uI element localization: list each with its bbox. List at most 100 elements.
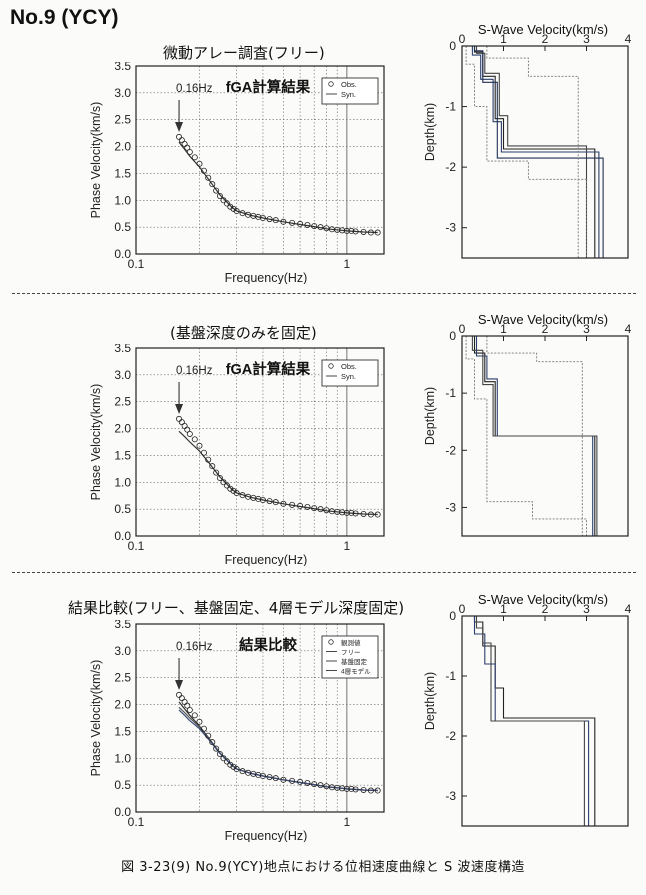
profile-line bbox=[471, 46, 600, 258]
velocity-profile-chart-2: S-Wave Velocity(km/s) 0 1 2 3 4 0 -1 -2 -3 Depth(k… bbox=[423, 312, 632, 537]
x-tick-label: 4 bbox=[625, 602, 632, 616]
data-point bbox=[216, 474, 223, 481]
x-tick-label: 1 bbox=[500, 322, 507, 336]
data-point bbox=[304, 779, 311, 786]
plot-frame bbox=[135, 65, 385, 255]
y-tick-label: 1.0 bbox=[114, 751, 131, 765]
panel-2-title: (基盤深度のみを固定) bbox=[170, 324, 317, 342]
data-point bbox=[220, 479, 227, 486]
data-point bbox=[343, 227, 350, 234]
data-point bbox=[374, 511, 381, 518]
y-tick-label: 2.5 bbox=[114, 113, 131, 127]
plot-frame bbox=[135, 623, 385, 813]
data-point bbox=[323, 507, 330, 514]
profile-line bbox=[471, 336, 598, 536]
data-point bbox=[289, 501, 296, 508]
data-point bbox=[186, 430, 193, 437]
y-tick-label: -2 bbox=[445, 729, 456, 743]
data-point bbox=[317, 224, 324, 231]
y-tick-label: 3.5 bbox=[114, 620, 131, 631]
arrow-head bbox=[175, 404, 184, 414]
data-point bbox=[343, 509, 350, 516]
y-tick-label: 0.0 bbox=[114, 529, 131, 543]
y-axis-label: Phase Velocity(km/s) bbox=[89, 384, 103, 501]
data-point bbox=[339, 509, 346, 516]
plot-frame bbox=[461, 615, 629, 827]
profile-line bbox=[475, 616, 585, 826]
y-tick-label: -1 bbox=[445, 386, 456, 400]
data-point bbox=[339, 227, 346, 234]
y-tick-label: 1.5 bbox=[114, 724, 131, 738]
legend-marker bbox=[328, 363, 334, 369]
legend-label: 基盤固定 bbox=[341, 657, 368, 666]
legend-label: Obs. bbox=[341, 80, 357, 89]
x-axis-label: S-Wave Velocity(km/s) bbox=[478, 312, 608, 327]
data-point bbox=[266, 774, 273, 781]
y-tick-label: -1 bbox=[445, 669, 456, 683]
x-tick-label: 0.1 bbox=[128, 257, 145, 271]
plot-frame bbox=[135, 347, 385, 537]
data-point bbox=[213, 745, 220, 752]
chart-title: 結果比較 bbox=[239, 636, 297, 654]
y-tick-label: 1.5 bbox=[114, 448, 131, 462]
separator-1 bbox=[12, 293, 636, 294]
y-tick-label: 1.5 bbox=[114, 166, 131, 180]
data-point bbox=[186, 148, 193, 155]
y-tick-label: 1.0 bbox=[114, 193, 131, 207]
dispersion-chart-3: 3.5 3.0 2.5 2.0 1.5 1.0 0.5 0.00.1 1 Frequency(Hz… bbox=[89, 620, 385, 842]
data-point bbox=[239, 492, 246, 499]
data-point bbox=[311, 223, 318, 230]
y-tick-label: 2.0 bbox=[114, 698, 131, 712]
data-point bbox=[209, 181, 216, 188]
data-point bbox=[323, 225, 330, 232]
data-point bbox=[348, 785, 355, 792]
x-tick-label: 0 bbox=[459, 32, 466, 46]
y-tick-label: 2.5 bbox=[114, 671, 131, 685]
data-point bbox=[223, 200, 230, 207]
y-tick-label: 0 bbox=[449, 329, 456, 343]
data-point bbox=[367, 787, 374, 794]
data-point bbox=[230, 487, 237, 494]
x-tick-label: 1 bbox=[500, 32, 507, 46]
data-point bbox=[280, 218, 287, 225]
data-point bbox=[227, 761, 234, 768]
data-point bbox=[266, 216, 273, 223]
legend-box bbox=[321, 77, 379, 105]
chart-title: fGA計算結果 bbox=[226, 360, 311, 378]
data-point bbox=[266, 498, 273, 505]
data-point bbox=[184, 702, 191, 709]
y-tick-label: 0.0 bbox=[114, 805, 131, 819]
data-point bbox=[181, 140, 188, 147]
data-point bbox=[348, 227, 355, 234]
y-tick-label: -1 bbox=[445, 100, 456, 114]
data-point bbox=[311, 505, 318, 512]
x-tick-label: 2 bbox=[542, 32, 549, 46]
data-point bbox=[233, 766, 240, 773]
y-tick-label: -3 bbox=[445, 221, 456, 235]
data-point bbox=[280, 776, 287, 783]
data-point bbox=[216, 192, 223, 199]
data-point bbox=[352, 228, 359, 235]
y-tick-label: 3.5 bbox=[114, 62, 131, 73]
chart-title: fGA計算結果 bbox=[226, 78, 311, 96]
data-point bbox=[323, 783, 330, 790]
x-tick-label: 2 bbox=[542, 322, 549, 336]
data-point bbox=[176, 691, 183, 698]
x-tick-label: 0.1 bbox=[128, 539, 145, 553]
y-tick-label: 3.0 bbox=[114, 368, 131, 382]
legend-marker bbox=[328, 639, 334, 645]
data-point bbox=[186, 706, 193, 713]
y-tick-label: 0.5 bbox=[114, 502, 131, 516]
legend-marker bbox=[328, 81, 334, 87]
y-tick-label: 3.0 bbox=[114, 644, 131, 658]
data-point bbox=[360, 786, 367, 793]
dispersion-chart-2: 3.5 3.0 2.5 2.0 1.5 1.0 0.5 0.00.1 1 Frequency(Hz… bbox=[89, 344, 385, 566]
series-line bbox=[178, 709, 378, 792]
y-tick-label: 0 bbox=[449, 609, 456, 623]
data-point bbox=[239, 210, 246, 217]
data-point bbox=[348, 509, 355, 516]
data-point bbox=[297, 220, 304, 227]
data-point bbox=[184, 144, 191, 151]
y-tick-label: 0.0 bbox=[114, 247, 131, 261]
data-point bbox=[209, 739, 216, 746]
